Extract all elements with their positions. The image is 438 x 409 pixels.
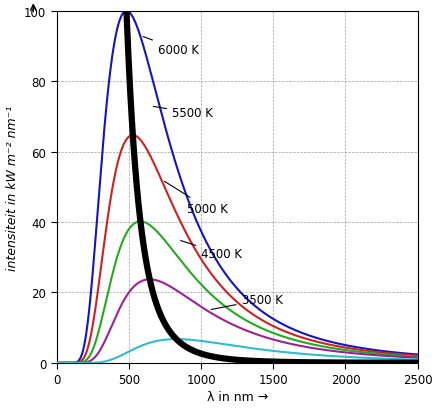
Text: 5000 K: 5000 K [165, 182, 228, 215]
Text: 4500 K: 4500 K [180, 241, 242, 261]
Y-axis label: intensiteit in kW m⁻² nm⁻¹: intensiteit in kW m⁻² nm⁻¹ [6, 105, 18, 270]
Text: 3500 K: 3500 K [211, 293, 283, 310]
X-axis label: λ in nm →: λ in nm → [207, 391, 268, 403]
Text: 5500 K: 5500 K [153, 107, 213, 120]
Text: 6000 K: 6000 K [143, 38, 199, 57]
